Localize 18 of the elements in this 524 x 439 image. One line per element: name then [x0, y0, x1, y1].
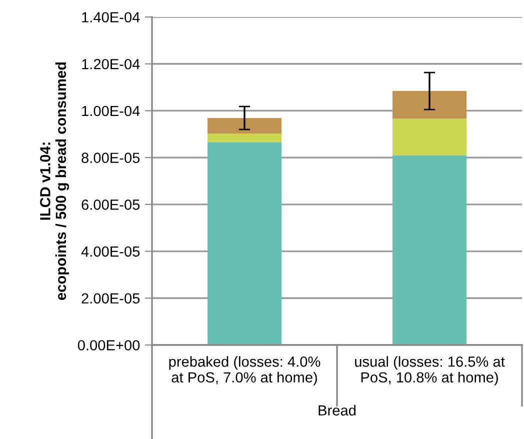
x-axis-title: Bread — [318, 404, 356, 416]
y-tick-label: 4.00E-05 — [81, 246, 140, 257]
y-tick-label: 6.00E-05 — [82, 200, 140, 210]
bar — [392, 118, 466, 156]
y-axis-title: ILCD v1.04: ecopoints / 500 g bread consumed — [40, 62, 70, 300]
y-tick-label: 1.20E-04 — [82, 58, 140, 70]
y-tick-label: 2.00E-05 — [82, 293, 140, 304]
y-tick-label: 0.00E+00 — [78, 340, 140, 350]
bar — [392, 155, 466, 345]
x-tick-label: prebaked (losses: 4.0% at PoS, 7.0% at home) — [169, 356, 320, 386]
bar — [208, 133, 282, 142]
x-tick-label: usual (losses: 16.5% at PoS, 10.8% at home) — [355, 356, 505, 386]
bar — [208, 142, 282, 345]
y-tick-label: 8.00E-05 — [82, 152, 140, 163]
bar — [208, 118, 282, 134]
bar — [392, 91, 466, 119]
y-tick-label: 1.00E-04 — [82, 106, 140, 116]
y-tick-label: 1.40E-04 — [82, 12, 140, 22]
